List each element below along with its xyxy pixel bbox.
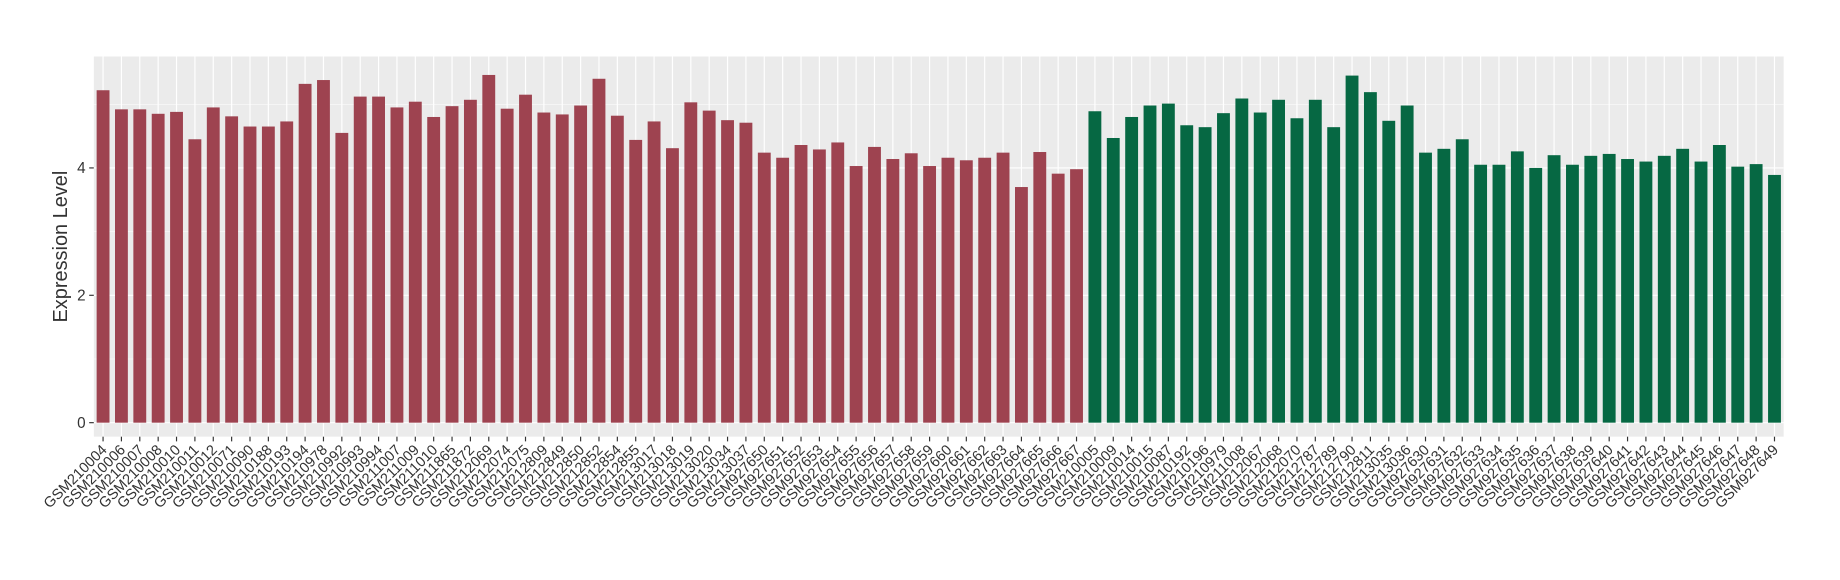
bar [1235, 98, 1249, 423]
bar [904, 153, 918, 423]
bar [372, 96, 385, 423]
bar [1327, 127, 1341, 423]
bar [1492, 164, 1506, 423]
bar [1676, 148, 1690, 423]
bar [923, 166, 937, 423]
bar [849, 166, 863, 423]
bar [1712, 145, 1726, 423]
bar [1198, 127, 1212, 423]
bar [298, 83, 312, 423]
bar [280, 121, 294, 423]
bar [390, 107, 404, 423]
bar [225, 116, 239, 423]
bar [647, 121, 661, 423]
bar [243, 126, 257, 423]
bar [427, 116, 441, 423]
bar [353, 96, 367, 423]
bar [794, 145, 808, 423]
bar [115, 109, 128, 423]
bar [1639, 161, 1653, 423]
bar [1088, 111, 1102, 423]
bar [1272, 99, 1285, 423]
bar [408, 101, 422, 423]
bar [1731, 166, 1745, 423]
bar [1363, 92, 1377, 423]
bar [1419, 152, 1432, 423]
bar [482, 74, 496, 423]
bar [1382, 120, 1396, 423]
bar [555, 114, 569, 423]
bar [1253, 112, 1267, 423]
bar [629, 139, 643, 423]
bar [537, 112, 551, 423]
bar [1547, 155, 1561, 423]
bar [1437, 148, 1451, 423]
bar [335, 132, 349, 423]
bar [1143, 105, 1157, 423]
bar [1749, 164, 1763, 423]
bar [996, 152, 1010, 423]
bar [1217, 113, 1230, 423]
bar [519, 94, 532, 423]
bar [1106, 137, 1120, 423]
bar [1290, 118, 1304, 423]
bar [941, 157, 955, 423]
bar [133, 109, 147, 423]
bar [978, 157, 992, 423]
bar [886, 159, 900, 423]
bar [1015, 187, 1028, 423]
bar [684, 102, 698, 423]
bar [1694, 161, 1708, 423]
y-tick-label: 2 [77, 288, 85, 305]
y-tick-label: 4 [77, 160, 86, 177]
bar [666, 148, 679, 423]
bar [812, 149, 826, 423]
bar [1529, 167, 1543, 423]
bar [610, 115, 624, 423]
bar [500, 108, 514, 423]
bar [757, 152, 771, 423]
y-axis-title: Expression Level [50, 171, 72, 323]
bar [592, 78, 606, 423]
bar [170, 111, 183, 423]
bar [1051, 173, 1065, 423]
bar [1768, 174, 1781, 423]
bar [574, 105, 588, 423]
bar [206, 107, 220, 423]
bar [1308, 99, 1322, 423]
bar [1510, 151, 1524, 423]
y-tick-label: 0 [77, 415, 85, 432]
bar [1180, 125, 1194, 423]
bar [1474, 164, 1488, 423]
bar [1400, 105, 1414, 423]
bar [959, 160, 973, 423]
bar [1161, 103, 1175, 423]
bar [96, 90, 110, 423]
bar [1033, 152, 1047, 423]
bar [1621, 159, 1634, 423]
bar [739, 122, 753, 423]
bar [1584, 155, 1598, 423]
bar [1566, 164, 1579, 423]
bar [1657, 155, 1671, 423]
bar [261, 126, 275, 423]
bar [1602, 153, 1616, 423]
bar [1125, 116, 1139, 423]
bar [1345, 75, 1359, 423]
bar [317, 80, 330, 423]
bar [776, 157, 790, 423]
bar [151, 113, 165, 423]
bar [445, 106, 459, 423]
bar [463, 99, 477, 423]
bar [702, 110, 716, 423]
bar [831, 142, 845, 423]
bar [1455, 139, 1469, 423]
bar [188, 139, 202, 423]
bar [1070, 169, 1083, 423]
bar [868, 146, 881, 423]
bar [721, 120, 734, 423]
